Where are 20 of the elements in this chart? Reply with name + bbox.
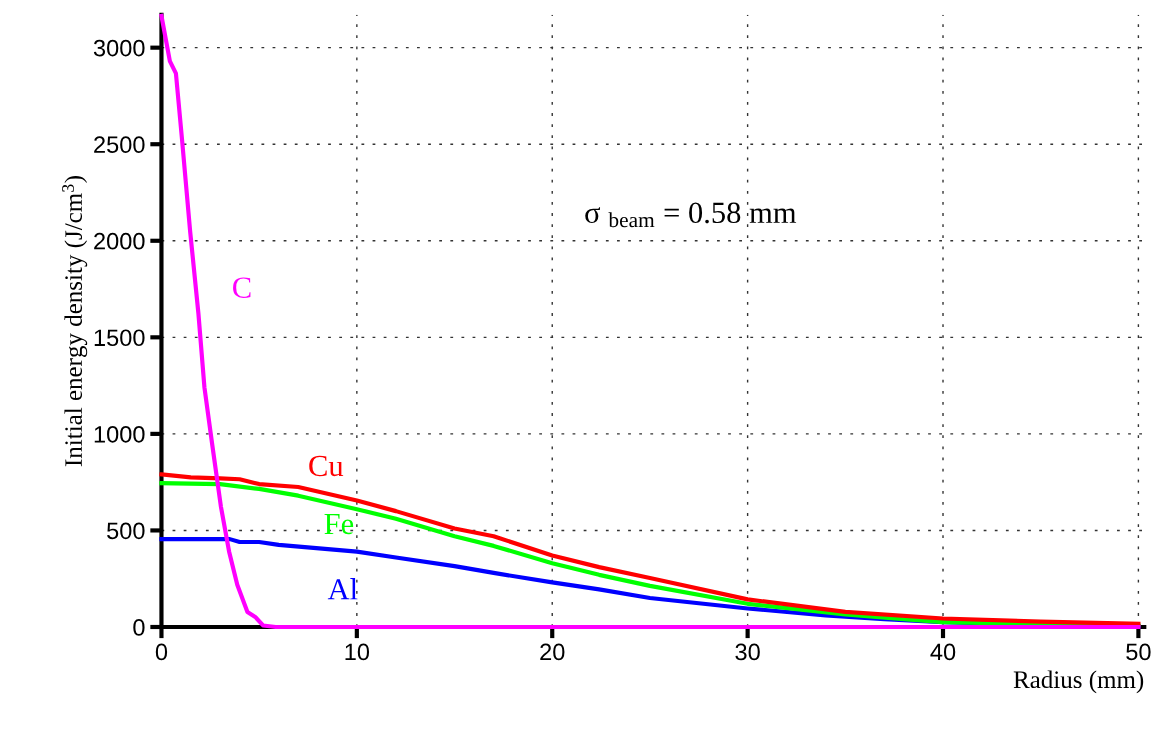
y-tick-label: 500 xyxy=(107,522,145,540)
annotation: σ $_{beam}$ = 0.58 mm xyxy=(585,202,797,228)
series-label: C xyxy=(233,277,251,298)
y-tick-label: 2500 xyxy=(94,136,145,154)
y-axis-title: Initial energy density (J/cm$^{3}$) xyxy=(62,176,88,467)
y-tick-label: 3000 xyxy=(93,39,145,57)
series-label: Al xyxy=(327,578,358,600)
x-tick-label: 50 xyxy=(1126,643,1151,661)
y-tick-label: 2000 xyxy=(94,232,145,250)
y-tick-label: 0 xyxy=(133,619,145,636)
y-tick-label: 1000 xyxy=(94,425,145,443)
x-axis-title: Radius (mm) xyxy=(1013,670,1144,694)
series-label: Fe xyxy=(324,513,354,535)
y-tick-label: 1500 xyxy=(94,329,145,347)
x-tick-label: 10 xyxy=(345,643,370,661)
x-tick-label: 40 xyxy=(930,643,956,661)
x-tick-label: 30 xyxy=(735,643,760,661)
x-tick-label: 20 xyxy=(540,643,565,661)
x-tick-label: 0 xyxy=(155,643,168,661)
series-label: Cu xyxy=(309,455,344,477)
